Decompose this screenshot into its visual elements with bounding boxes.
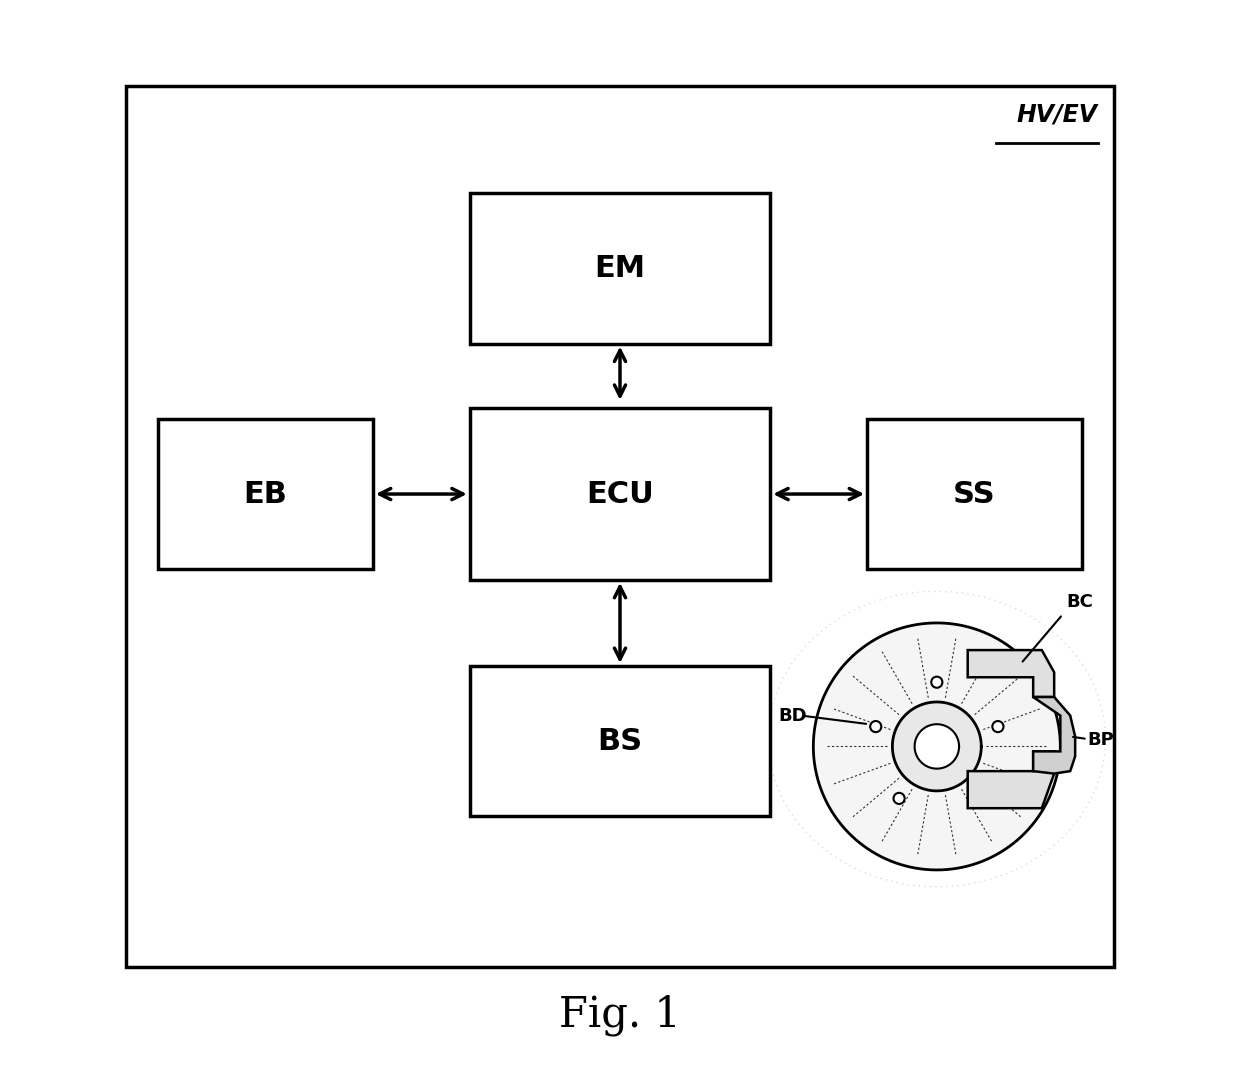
- Text: BP: BP: [1087, 731, 1115, 750]
- Polygon shape: [1033, 697, 1075, 773]
- Circle shape: [992, 721, 1003, 732]
- Circle shape: [968, 793, 980, 804]
- Text: SS: SS: [954, 479, 996, 509]
- Bar: [470, 193, 770, 344]
- Circle shape: [931, 677, 942, 687]
- Text: BC: BC: [1066, 593, 1094, 610]
- Text: HV/EV: HV/EV: [1017, 102, 1097, 126]
- Bar: [126, 86, 1114, 967]
- Circle shape: [894, 793, 905, 804]
- Text: BS: BS: [598, 726, 642, 756]
- Text: ECU: ECU: [587, 479, 653, 509]
- Polygon shape: [967, 650, 1054, 697]
- Text: EB: EB: [243, 479, 288, 509]
- Bar: [159, 419, 373, 569]
- Bar: [867, 419, 1081, 569]
- Circle shape: [870, 721, 882, 732]
- Text: EM: EM: [594, 253, 646, 284]
- Polygon shape: [813, 623, 1060, 870]
- Polygon shape: [967, 752, 1054, 808]
- Bar: [470, 408, 770, 580]
- Bar: [470, 666, 770, 816]
- Polygon shape: [915, 724, 959, 769]
- Polygon shape: [893, 702, 981, 790]
- Text: BD: BD: [779, 707, 807, 725]
- Text: Fig. 1: Fig. 1: [559, 993, 681, 1036]
